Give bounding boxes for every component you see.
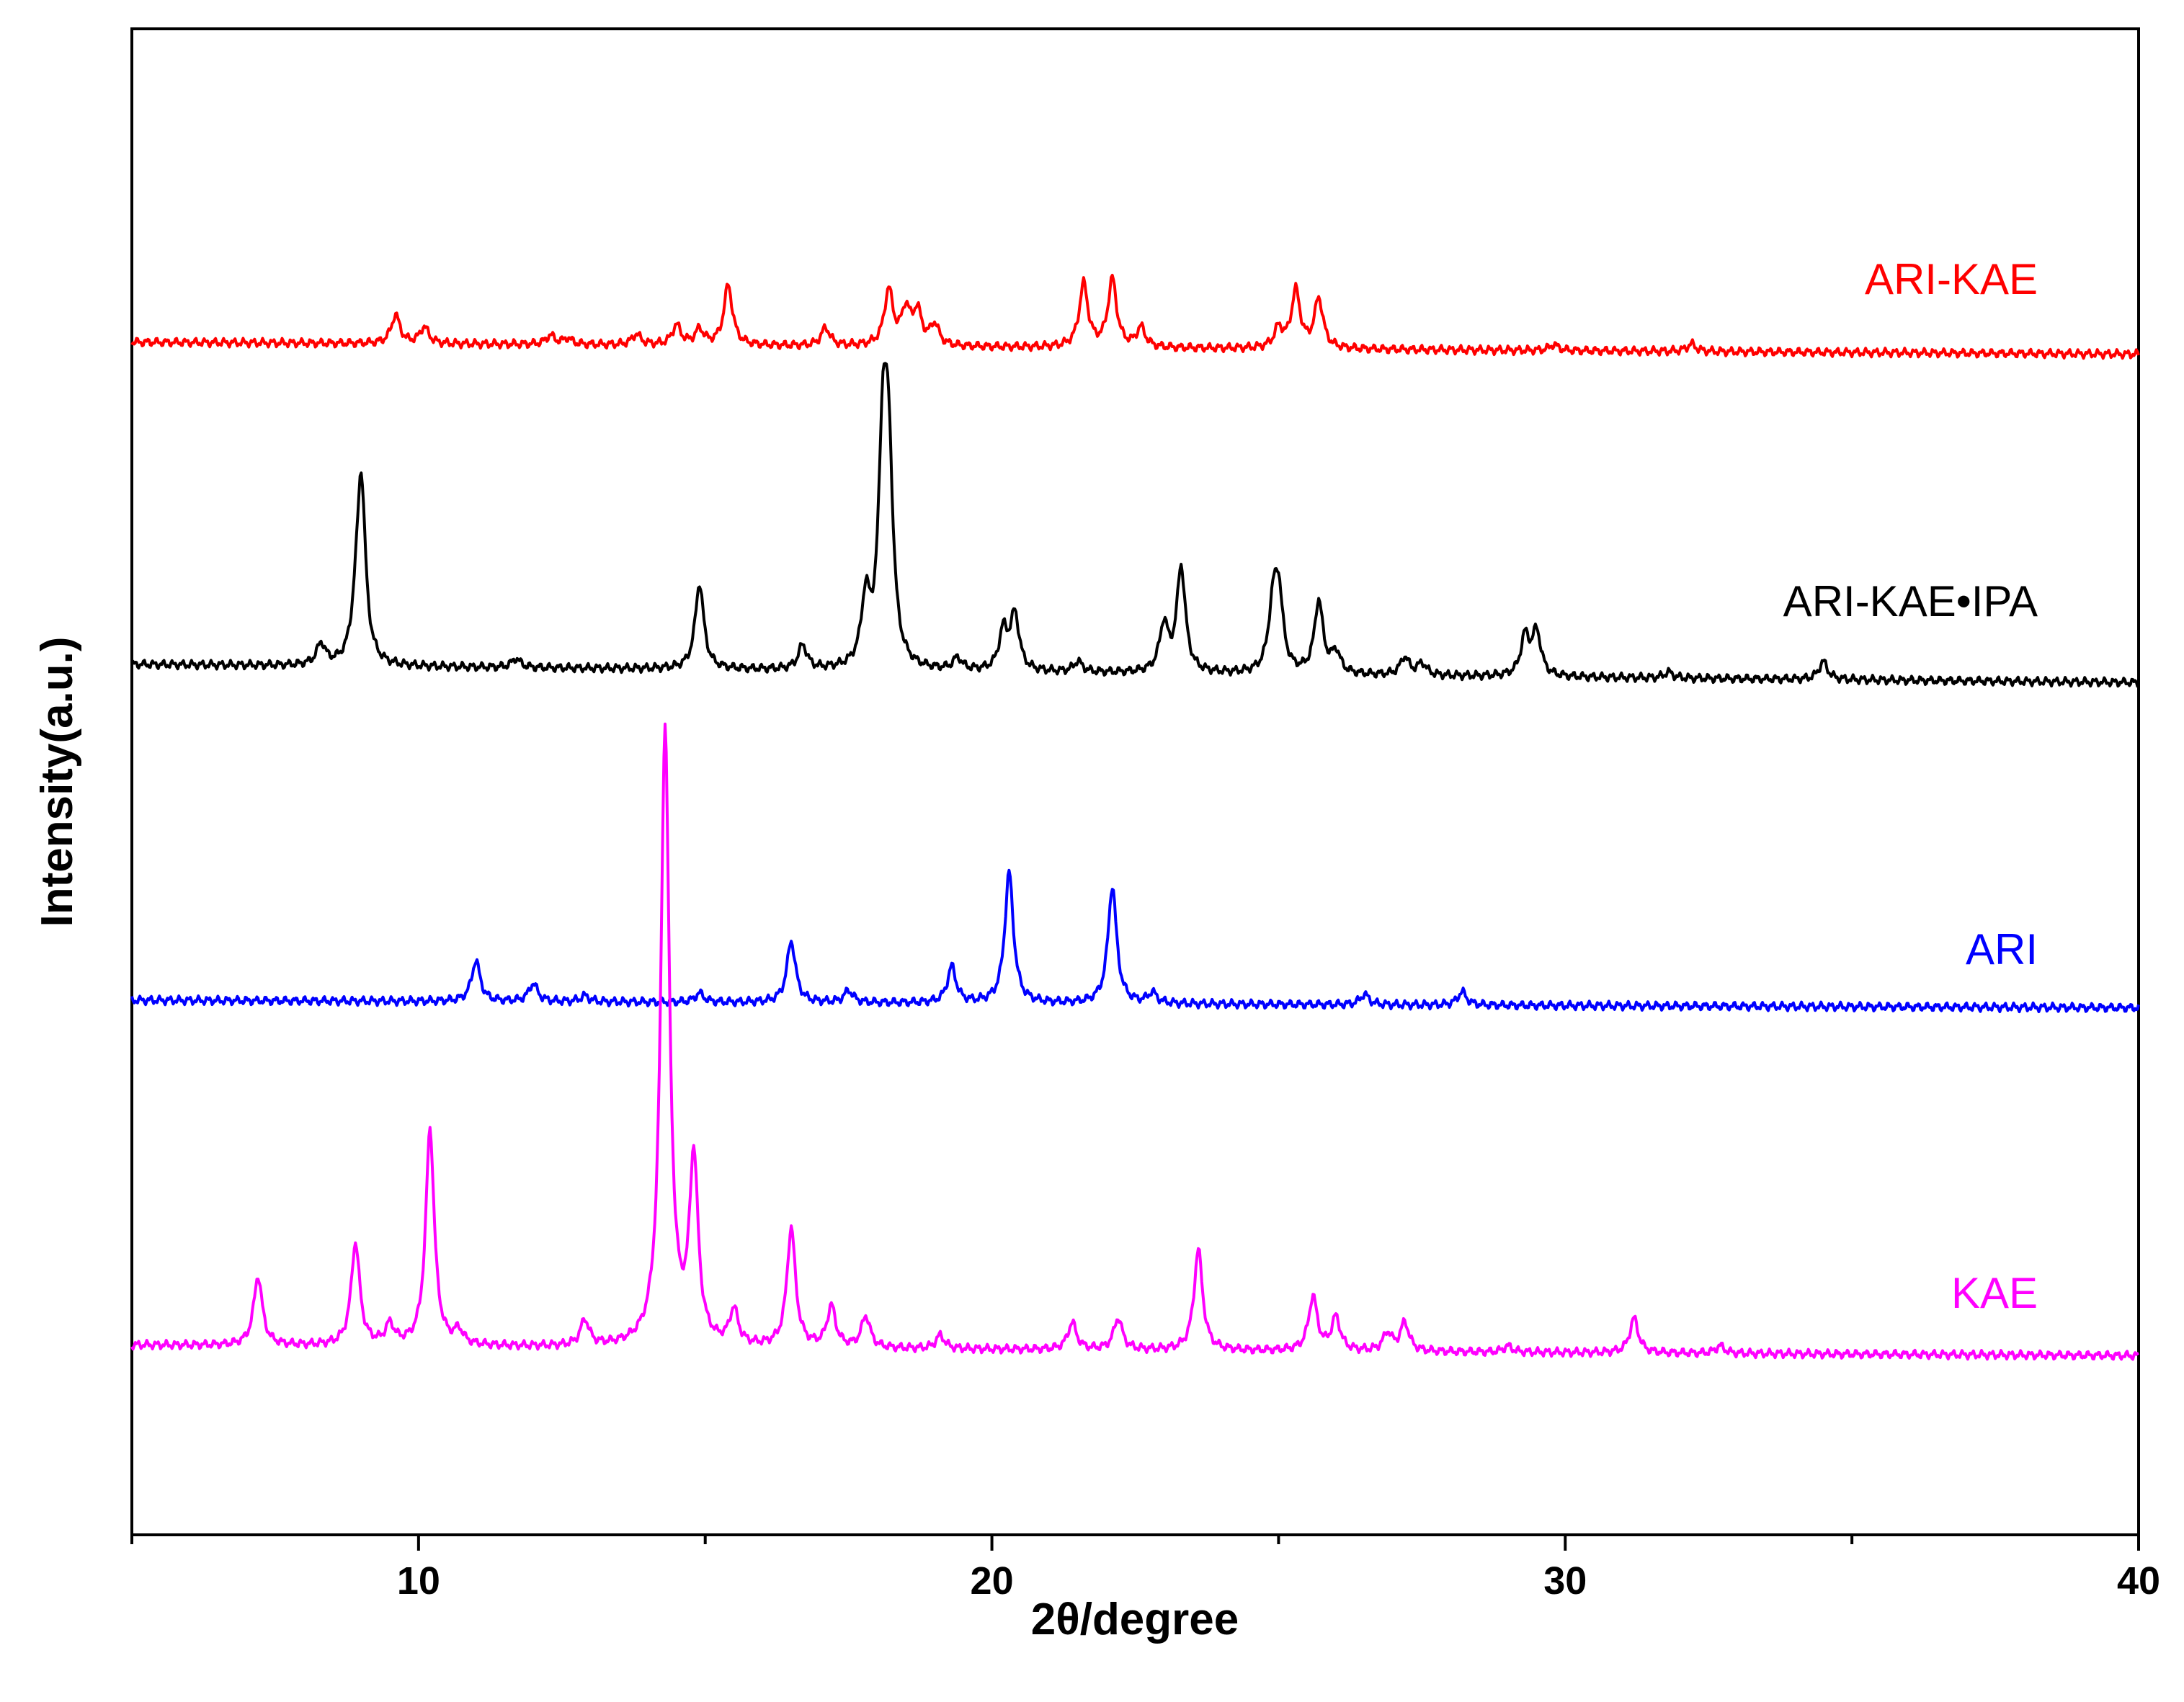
y-axis-title: Intensity(a.u.) xyxy=(32,636,82,927)
series-line xyxy=(130,362,2139,688)
series-line xyxy=(130,274,2140,360)
series-label: KAE xyxy=(1951,1269,2038,1317)
x-axis-title: 2θ/degree xyxy=(1031,1595,1239,1644)
x-tick-label: 40 xyxy=(2117,1559,2160,1603)
x-tick-labels: 10 20 30 40 xyxy=(397,1559,2160,1603)
series-label: ARI-KAE•IPA xyxy=(1783,577,2038,625)
series-traces xyxy=(130,274,2140,1361)
series-label: ARI-KAE xyxy=(1865,255,2038,303)
series-line xyxy=(130,722,2139,1361)
x-tick-label: 10 xyxy=(397,1559,440,1603)
x-tick-label: 20 xyxy=(971,1559,1014,1603)
x-tick-label: 30 xyxy=(1543,1559,1587,1603)
series-label: ARI xyxy=(1966,925,2038,973)
x-axis-ticks xyxy=(130,1535,2140,1551)
series-line xyxy=(130,868,2140,1014)
series-labels: ARI-KAE ARI-KAE•IPA ARI KAE xyxy=(1783,255,2038,1317)
plot-frame xyxy=(130,27,2140,1536)
